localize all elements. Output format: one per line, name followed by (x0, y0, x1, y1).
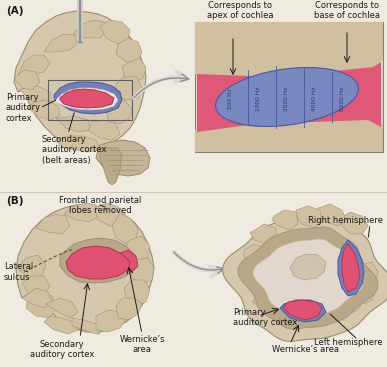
Polygon shape (60, 238, 136, 283)
Polygon shape (250, 224, 276, 244)
Polygon shape (252, 294, 284, 312)
Polygon shape (100, 20, 130, 44)
Text: 1000 Hz: 1000 Hz (255, 87, 260, 111)
Polygon shape (340, 212, 368, 234)
Polygon shape (122, 58, 146, 82)
Polygon shape (116, 298, 142, 320)
Polygon shape (358, 262, 378, 290)
Polygon shape (126, 236, 150, 262)
Text: Wernicke’s area: Wernicke’s area (272, 345, 339, 354)
Polygon shape (64, 203, 100, 222)
Text: 4000 Hz: 4000 Hz (312, 87, 317, 111)
Polygon shape (44, 316, 78, 334)
Polygon shape (116, 76, 142, 100)
Polygon shape (278, 302, 314, 320)
Polygon shape (116, 250, 138, 272)
Polygon shape (195, 117, 383, 152)
Polygon shape (116, 38, 142, 62)
Polygon shape (112, 213, 138, 244)
Polygon shape (88, 120, 120, 140)
Text: Secondary
auditory cortex
(belt areas): Secondary auditory cortex (belt areas) (42, 135, 106, 165)
Text: Secondary
auditory cortex: Secondary auditory cortex (30, 340, 94, 359)
Polygon shape (296, 206, 322, 228)
Polygon shape (54, 82, 122, 114)
Polygon shape (238, 227, 378, 329)
Polygon shape (18, 255, 46, 278)
Polygon shape (223, 215, 387, 341)
Polygon shape (55, 136, 100, 152)
Text: 500 Hz: 500 Hz (228, 88, 233, 109)
Text: Corresponds to
base of cochlea: Corresponds to base of cochlea (314, 1, 380, 20)
Text: Wernicke’s
area: Wernicke’s area (119, 335, 165, 355)
Polygon shape (72, 318, 100, 334)
Polygon shape (216, 68, 358, 127)
Polygon shape (73, 20, 108, 38)
Bar (48, 80, 132, 120)
Text: Primary
auditory cortex: Primary auditory cortex (233, 308, 297, 327)
Polygon shape (338, 288, 364, 314)
Polygon shape (318, 204, 346, 226)
Polygon shape (14, 70, 40, 90)
Polygon shape (22, 288, 52, 308)
Text: (A): (A) (6, 6, 24, 16)
Polygon shape (95, 203, 126, 226)
Polygon shape (36, 214, 70, 234)
Text: Corresponds to
apex of cochlea: Corresponds to apex of cochlea (207, 1, 273, 20)
Polygon shape (96, 310, 126, 332)
Polygon shape (283, 300, 322, 320)
Polygon shape (56, 116, 90, 132)
Text: Primary
auditory
cortex: Primary auditory cortex (6, 93, 41, 123)
Polygon shape (358, 280, 376, 304)
Bar (195, 22, 383, 152)
Text: Left hemisphere: Left hemisphere (314, 338, 383, 347)
Text: 2000 Hz: 2000 Hz (284, 87, 288, 111)
Polygon shape (22, 276, 50, 296)
Text: Right hemisphere: Right hemisphere (308, 216, 383, 225)
Polygon shape (272, 210, 298, 230)
Polygon shape (290, 254, 326, 280)
Polygon shape (60, 89, 114, 108)
Polygon shape (124, 280, 150, 306)
Polygon shape (96, 140, 150, 176)
Polygon shape (26, 294, 56, 318)
Polygon shape (100, 148, 122, 185)
Polygon shape (244, 244, 266, 264)
Polygon shape (56, 88, 118, 110)
Polygon shape (280, 300, 326, 322)
Polygon shape (44, 34, 78, 52)
Polygon shape (106, 100, 132, 124)
Polygon shape (18, 55, 50, 75)
Polygon shape (66, 246, 130, 279)
Text: (B): (B) (6, 196, 24, 206)
Polygon shape (253, 239, 363, 317)
Polygon shape (195, 22, 383, 82)
Polygon shape (28, 100, 60, 120)
Polygon shape (14, 11, 146, 150)
Polygon shape (197, 62, 381, 132)
Polygon shape (46, 298, 78, 318)
Polygon shape (130, 258, 154, 284)
Text: Frontal and parietal
lobes removed: Frontal and parietal lobes removed (59, 196, 141, 215)
Polygon shape (342, 244, 360, 292)
Text: Lateral
sulcus: Lateral sulcus (4, 262, 33, 282)
Polygon shape (16, 205, 154, 332)
Polygon shape (308, 300, 342, 322)
Polygon shape (338, 240, 364, 296)
Polygon shape (20, 86, 52, 106)
Text: 8000 Hz: 8000 Hz (339, 87, 344, 111)
